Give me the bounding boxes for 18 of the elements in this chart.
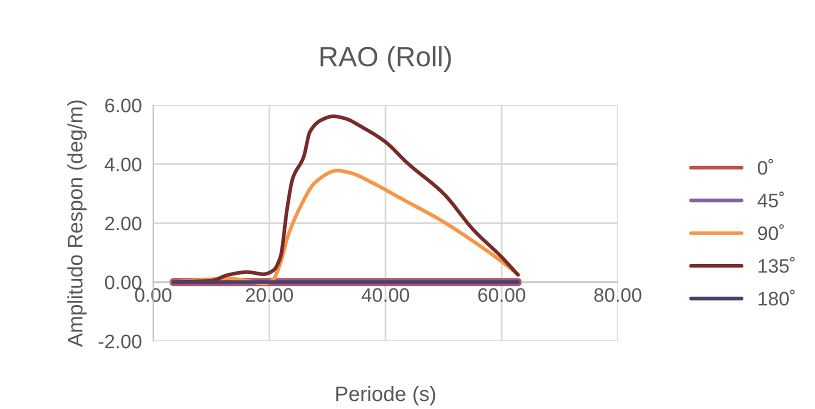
y-tick-label: 4.00: [104, 158, 142, 172]
y-tick-label: 6.00: [105, 98, 142, 112]
x-tick-label: 0.00: [135, 288, 172, 302]
x-tick-label: 80.00: [594, 288, 642, 302]
x-axis-title: Periode (s): [336, 386, 436, 406]
legend-label: 90˚: [758, 224, 784, 240]
y-tick-label: 2.00: [105, 216, 142, 230]
legend-label: 0˚: [758, 158, 774, 175]
legend-label: 180˚: [758, 290, 795, 306]
legend-label: 135˚: [758, 256, 795, 273]
y-tick-label: -2.00: [98, 334, 142, 348]
y-axis-title: Amplitudo Respon (deg/m): [67, 100, 87, 347]
chart-title: RAO (Roll): [320, 46, 451, 72]
legend-label: 45˚: [758, 192, 784, 208]
x-tick-label: 20.00: [246, 288, 293, 302]
y-tick-label: 0.00: [105, 276, 142, 290]
x-tick-label: 40.00: [362, 288, 410, 302]
x-tick-label: 60.00: [478, 288, 526, 302]
